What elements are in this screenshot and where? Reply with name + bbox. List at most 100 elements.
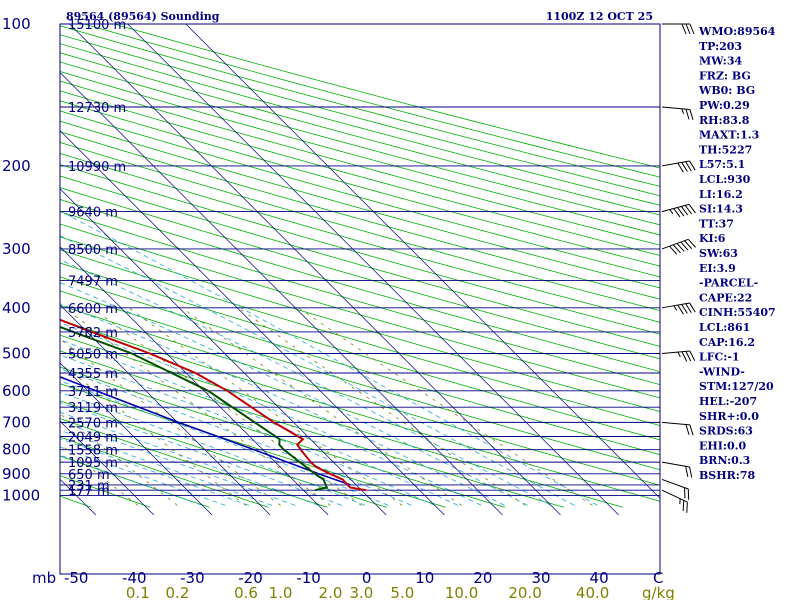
temperature-tick-label: -20 bbox=[238, 569, 263, 587]
height-label: 2049 m bbox=[68, 431, 118, 446]
height-label: 177 m bbox=[68, 484, 110, 499]
index-entry: SRDS:63 bbox=[699, 425, 753, 438]
height-label: 231 m bbox=[68, 479, 110, 494]
mixing-ratio-line bbox=[60, 413, 178, 506]
dry-adiabat bbox=[60, 199, 660, 373]
mixing-ratio-line bbox=[128, 307, 403, 506]
valid-time: 1100Z 12 OCT 25 bbox=[546, 10, 653, 23]
isotherm bbox=[60, 420, 155, 516]
wind-barb-flag bbox=[685, 108, 690, 120]
index-entry: -WIND- bbox=[699, 365, 745, 378]
mixing-ratio-line bbox=[238, 307, 526, 506]
temperature-unit-label: C bbox=[653, 569, 663, 587]
mixing-ratio-line bbox=[91, 307, 362, 506]
height-label: 5050 m bbox=[68, 347, 118, 362]
height-label: 15100 m bbox=[68, 18, 126, 33]
wind-barb-staff bbox=[661, 350, 690, 354]
index-entry: MAXT:1.3 bbox=[699, 129, 759, 142]
wind-barb-flag bbox=[685, 161, 692, 172]
index-entry: BSHR:78 bbox=[699, 469, 755, 482]
index-entry: LCL:930 bbox=[699, 173, 751, 186]
wind-barb-staff bbox=[661, 461, 690, 468]
dry-adiabat bbox=[60, 436, 269, 508]
wind-barb-flag bbox=[681, 304, 688, 314]
index-entry: LFC:-1 bbox=[699, 351, 740, 364]
temperature-tick-label: 40 bbox=[590, 569, 609, 587]
isotherm bbox=[60, 72, 503, 516]
index-entry: CINH:55407 bbox=[699, 306, 776, 319]
dry-adiabat bbox=[60, 236, 660, 412]
pressure-label: 100 bbox=[2, 15, 31, 33]
wind-barb-half-flag bbox=[681, 108, 684, 115]
temperature-tick-label: 20 bbox=[473, 569, 492, 587]
dry-adiabat bbox=[60, 131, 660, 300]
height-label: 5782 m bbox=[68, 326, 118, 341]
isotherm bbox=[127, 24, 619, 516]
dry-adiabat bbox=[60, 400, 387, 508]
wind-barb bbox=[661, 489, 688, 513]
wind-barb-flag bbox=[685, 351, 692, 362]
wind-barb-flag bbox=[681, 23, 687, 35]
mixing-ratio-line bbox=[60, 338, 281, 506]
mixing-ratio-unit-label: g/kg bbox=[642, 584, 675, 600]
mixing-ratio-tick-label: 2.0 bbox=[319, 584, 343, 600]
mixing-ratio-line bbox=[60, 443, 139, 506]
wind-barb-flag bbox=[685, 424, 690, 435]
dry-adiabat bbox=[60, 223, 660, 399]
dry-adiabat bbox=[60, 43, 660, 206]
index-entry: KI:6 bbox=[699, 232, 726, 245]
wind-barb-flag bbox=[681, 162, 688, 172]
index-entry: -PARCEL- bbox=[699, 277, 758, 290]
index-entry: LI:16.2 bbox=[699, 188, 743, 201]
height-label: 3119 m bbox=[68, 401, 118, 416]
wind-barb-flag bbox=[677, 304, 684, 315]
dry-adiabat bbox=[60, 120, 660, 289]
index-entry: TT:37 bbox=[699, 217, 734, 230]
dry-adiabat bbox=[60, 100, 660, 267]
dry-adiabat bbox=[60, 71, 660, 236]
wind-barb-flag bbox=[673, 208, 681, 218]
temperature-tick-label: -50 bbox=[64, 569, 89, 587]
pressure-label: 900 bbox=[2, 465, 31, 483]
height-label: 650 m bbox=[68, 468, 110, 483]
moist-adiabat bbox=[60, 303, 505, 506]
pressure-label: 600 bbox=[2, 382, 31, 400]
isotherm bbox=[60, 246, 329, 516]
mixing-ratio-tick-label: 0.6 bbox=[234, 584, 258, 600]
mixing-ratio-tick-label: 0.2 bbox=[166, 584, 190, 600]
dry-adiabat bbox=[60, 211, 660, 386]
index-entry: BRN:0.3 bbox=[699, 454, 750, 467]
wind-barb-flag bbox=[684, 240, 693, 250]
height-label: 4355 m bbox=[68, 367, 118, 382]
isotherm bbox=[60, 362, 213, 516]
wind-barb-half-flag bbox=[677, 351, 681, 358]
moist-adiabat bbox=[60, 391, 366, 506]
wind-barb bbox=[661, 350, 696, 362]
dry-adiabat bbox=[60, 175, 660, 347]
moist-adiabat bbox=[60, 368, 412, 506]
dry-adiabat bbox=[60, 80, 660, 246]
wind-barb-flag bbox=[669, 245, 678, 255]
index-entry: SI:14.3 bbox=[699, 203, 743, 216]
wind-barb-flag bbox=[689, 160, 696, 171]
pressure-label: 300 bbox=[2, 240, 31, 258]
index-entry: SHR+:0.0 bbox=[699, 410, 759, 423]
wind-barb-flag bbox=[680, 206, 689, 216]
dry-adiabat bbox=[60, 142, 660, 312]
moist-adiabat bbox=[60, 322, 482, 506]
wind-barb-flag bbox=[689, 23, 695, 35]
wind-barb-flag bbox=[672, 244, 681, 254]
moist-adiabat bbox=[60, 421, 296, 506]
height-label: 6600 m bbox=[68, 302, 118, 317]
index-entry: TP:203 bbox=[699, 40, 742, 53]
dry-adiabat bbox=[60, 249, 660, 427]
wind-barb-flag bbox=[680, 241, 689, 251]
mixing-ratio-tick-label: 1.0 bbox=[269, 584, 293, 600]
temperature-tick-label: 10 bbox=[415, 569, 434, 587]
index-entry: FRZ: BG bbox=[699, 69, 751, 82]
moist-adiabat bbox=[60, 354, 435, 506]
wind-barb bbox=[661, 238, 696, 255]
index-entry: PW:0.29 bbox=[699, 99, 750, 112]
moist-adiabat bbox=[60, 282, 528, 506]
